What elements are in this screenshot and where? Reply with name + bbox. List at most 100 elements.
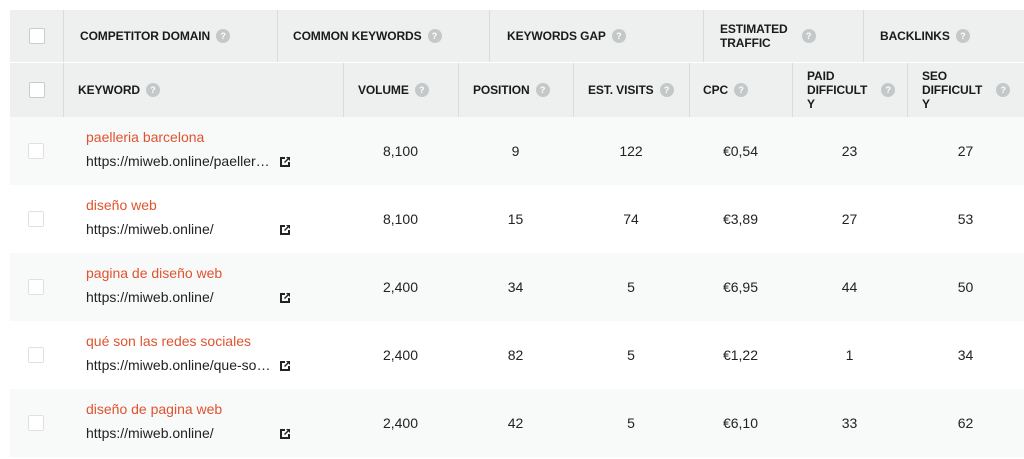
label-line: ESTIMATED	[720, 22, 788, 36]
paid-difficulty-value: 23	[841, 143, 858, 159]
column-position-label: POSITION	[473, 83, 530, 97]
volume-value: 2,400	[382, 415, 419, 431]
keyword-link[interactable]: diseño de pagina web	[86, 401, 223, 417]
seo-difficulty-value: 62	[957, 415, 974, 431]
position-value: 9	[511, 143, 520, 159]
keyword-link[interactable]: paelleria barcelona	[86, 129, 205, 145]
row-checkbox[interactable]	[28, 143, 44, 159]
tab-keywords-gap[interactable]: KEYWORDS GAP ?	[507, 10, 626, 62]
label-line: Y	[807, 97, 815, 111]
tab-backlinks[interactable]: BACKLINKS ?	[880, 10, 970, 62]
external-link-icon[interactable]	[278, 155, 292, 169]
est-visits-value: 122	[619, 143, 643, 159]
label-line: PAID	[807, 69, 835, 83]
external-link-icon[interactable]	[278, 427, 292, 441]
column-seo-difficulty-label: SEO DIFFICULT Y	[922, 69, 982, 111]
column-paid-difficulty-label: PAID DIFFICULT Y	[807, 69, 867, 111]
help-circle-icon[interactable]: ?	[955, 29, 970, 43]
keyword-link[interactable]: diseño web	[86, 197, 157, 213]
volume-value: 2,400	[382, 347, 419, 363]
external-link-icon[interactable]	[278, 359, 292, 373]
help-circle-icon[interactable]: ?	[414, 83, 429, 97]
est-visits-value: 5	[627, 415, 635, 431]
tab-competitor-domain-label: COMPETITOR DOMAIN	[80, 29, 211, 43]
competitor-tabs-header: COMPETITOR DOMAIN ? COMMON KEYWORDS ? KE…	[10, 10, 1024, 62]
position-value: 42	[507, 415, 524, 431]
column-paid-difficulty[interactable]: PAID DIFFICULT Y ?	[807, 63, 896, 117]
help-circle-icon[interactable]: ?	[611, 29, 626, 43]
paid-difficulty-value: 44	[841, 279, 858, 295]
help-circle-icon[interactable]: ?	[734, 83, 749, 97]
external-link-icon[interactable]	[278, 223, 292, 237]
help-circle-icon[interactable]: ?	[145, 83, 160, 97]
help-circle-icon[interactable]: ?	[535, 83, 550, 97]
ranking-url: https://miweb.online/	[86, 289, 214, 305]
column-keyword-label: KEYWORD	[78, 83, 140, 97]
est-visits-value: 74	[623, 211, 639, 227]
help-circle-icon[interactable]: ?	[216, 29, 231, 43]
help-circle-icon[interactable]: ?	[881, 83, 896, 97]
help-circle-icon[interactable]: ?	[427, 29, 442, 43]
select-all-keywords-checkbox[interactable]	[29, 82, 45, 98]
column-cpc-label: CPC	[703, 83, 729, 97]
table-row: qué son las redes sociales https://miweb…	[10, 321, 1024, 389]
cpc-value: €3,89	[722, 211, 759, 227]
help-circle-icon[interactable]: ?	[659, 83, 674, 97]
select-all-competitors-checkbox[interactable]	[29, 28, 45, 44]
label-line: Y	[922, 97, 930, 111]
table-row: diseño de pagina web https://miweb.onlin…	[10, 389, 1024, 457]
ranking-url: https://miweb.online/	[86, 221, 214, 237]
cpc-value: €1,22	[722, 347, 759, 363]
column-header-row: KEYWORD ? VOLUME ? POSITION ? EST. VISIT…	[10, 63, 1024, 117]
paid-difficulty-value: 1	[845, 347, 854, 363]
tab-estimated-traffic[interactable]: ESTIMATED TRAFFIC ?	[720, 10, 816, 62]
row-checkbox[interactable]	[28, 347, 44, 363]
position-value: 34	[507, 279, 524, 295]
tab-common-keywords-label: COMMON KEYWORDS	[293, 29, 422, 43]
volume-value: 8,100	[382, 211, 419, 227]
seo-difficulty-value: 27	[957, 143, 974, 159]
paid-difficulty-value: 33	[841, 415, 858, 431]
row-checkbox[interactable]	[28, 279, 44, 295]
seo-difficulty-value: 50	[957, 279, 974, 295]
column-seo-difficulty[interactable]: SEO DIFFICULT Y ?	[922, 63, 1011, 117]
row-checkbox[interactable]	[28, 211, 44, 227]
volume-value: 2,400	[382, 279, 419, 295]
paid-difficulty-value: 27	[841, 211, 858, 227]
label-line: SEO	[922, 69, 948, 83]
position-value: 82	[507, 347, 524, 363]
seo-difficulty-value: 34	[957, 347, 974, 363]
column-est-visits[interactable]: EST. VISITS ?	[588, 63, 674, 117]
tab-common-keywords[interactable]: COMMON KEYWORDS ?	[293, 10, 442, 62]
ranking-url: https://miweb.online/paelleria-barcelona…	[86, 153, 272, 169]
keyword-link[interactable]: pagina de diseño web	[86, 265, 223, 281]
tab-competitor-domain[interactable]: COMPETITOR DOMAIN ?	[80, 10, 231, 62]
est-visits-value: 5	[627, 279, 635, 295]
tab-keywords-gap-label: KEYWORDS GAP	[507, 29, 606, 43]
label-line: TRAFFIC	[720, 36, 771, 50]
keyword-link[interactable]: qué son las redes sociales	[86, 333, 251, 349]
table-row: pagina de diseño web https://miweb.onlin…	[10, 253, 1024, 321]
label-line: DIFFICULT	[922, 83, 983, 97]
column-cpc[interactable]: CPC ?	[703, 63, 749, 117]
row-checkbox[interactable]	[28, 415, 44, 431]
ranking-url: https://miweb.online/	[86, 425, 214, 441]
tab-backlinks-label: BACKLINKS	[880, 29, 950, 43]
column-position[interactable]: POSITION ?	[473, 63, 550, 117]
column-keyword[interactable]: KEYWORD ?	[78, 63, 160, 117]
est-visits-value: 5	[627, 347, 635, 363]
table-row: diseño web https://miweb.online/ 8,100 1…	[10, 185, 1024, 253]
column-volume-label: VOLUME	[358, 83, 409, 97]
table-row: paelleria barcelona https://miweb.online…	[10, 117, 1024, 185]
label-line: DIFFICULT	[807, 83, 868, 97]
tab-estimated-traffic-label: ESTIMATED TRAFFIC	[720, 22, 788, 50]
column-est-visits-label: EST. VISITS	[588, 83, 654, 97]
help-circle-icon[interactable]: ?	[801, 29, 816, 43]
cpc-value: €6,95	[722, 279, 759, 295]
column-volume[interactable]: VOLUME ?	[358, 63, 429, 117]
help-circle-icon[interactable]: ?	[996, 83, 1011, 97]
seo-difficulty-value: 53	[957, 211, 974, 227]
external-link-icon[interactable]	[278, 291, 292, 305]
position-value: 15	[507, 211, 524, 227]
